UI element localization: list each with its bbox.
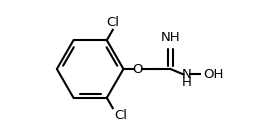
- Text: NH: NH: [161, 31, 180, 44]
- Text: O: O: [133, 63, 143, 75]
- Text: N: N: [182, 68, 191, 81]
- Text: Cl: Cl: [106, 16, 119, 29]
- Text: Cl: Cl: [115, 109, 128, 122]
- Text: H: H: [182, 76, 192, 89]
- Text: OH: OH: [203, 68, 223, 81]
